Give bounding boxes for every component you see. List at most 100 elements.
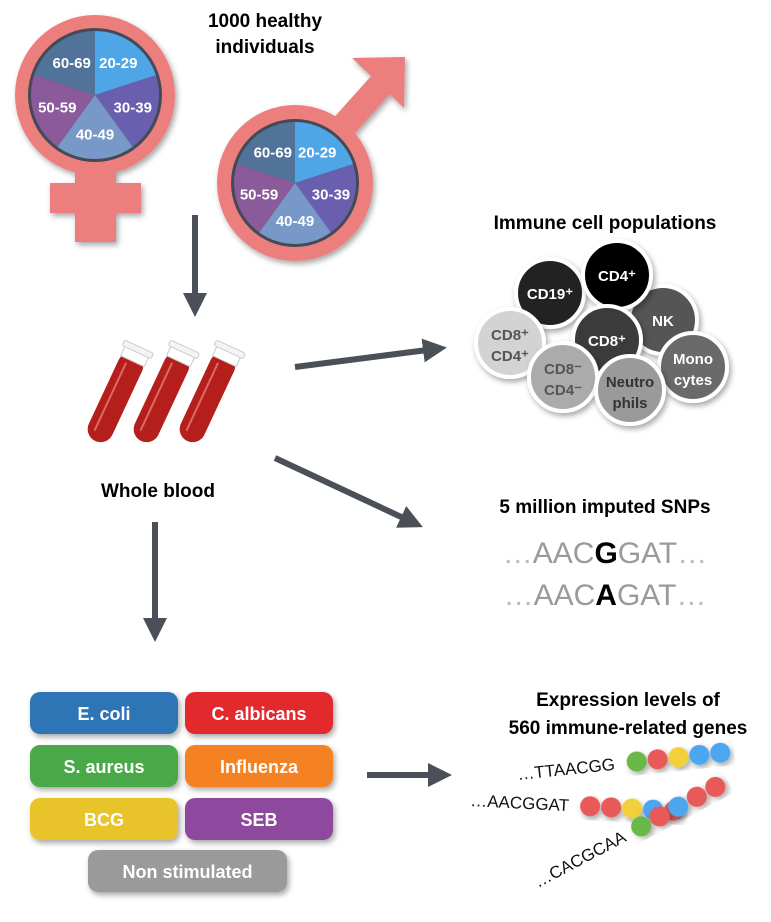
snp-left: AAC [533, 537, 595, 570]
stimulus-label: C. albicans [211, 704, 306, 724]
cell-label: Neutro [606, 374, 654, 391]
expression-dot [705, 776, 726, 797]
male-age-pie: 20-29 30-39 40-49 50-59 60-69 [231, 119, 359, 247]
tube-icon [179, 340, 246, 443]
cell-cd4: CD4⁺ [581, 239, 653, 311]
arrow-to-snps [273, 455, 423, 528]
stimulus-s-aureus: S. aureus [30, 745, 178, 787]
cell-label: CD8⁺ [588, 333, 626, 350]
stimulus-seb: SEB [185, 798, 333, 840]
snp-right: GAT [618, 537, 677, 570]
stimulus-label: S. aureus [63, 757, 144, 777]
stimulus-bcg: BCG [30, 798, 178, 840]
cell-label: Mono [673, 351, 713, 368]
expression-strand: …TTAACGG [513, 742, 748, 786]
cohort-title-line2: individuals [215, 37, 314, 58]
expression-dot [622, 798, 643, 819]
expression-dot [686, 786, 707, 807]
cell-label: CD19⁺ [527, 286, 573, 303]
pie-slice-30-39 [95, 75, 159, 147]
cell-mono: Mono cytes [657, 331, 729, 403]
age-label: 30-39 [114, 99, 152, 116]
snp-sequences: …AACGGAT……AACAGAT… [503, 537, 707, 612]
cell-label: CD4⁻ [544, 382, 582, 399]
stimulus-label: BCG [84, 810, 124, 830]
whole-blood-label: Whole blood [101, 481, 215, 502]
cell-neutro: Neutro phils [594, 354, 666, 426]
blood-tubes-icon [87, 340, 246, 443]
stimulus-label: Non stimulated [122, 862, 252, 882]
pie-slice-50-59 [234, 164, 295, 233]
snp-right: GAT [617, 579, 676, 612]
cell-label: phils [612, 395, 647, 412]
stimulus-label: E. coli [77, 704, 130, 724]
pie-slice-20-29 [295, 122, 354, 183]
expression-strands: …TTAACGG…AACGGAT…CACGCAA [464, 742, 748, 896]
cell-dn: CD8⁻ CD4⁻ [527, 341, 599, 413]
expression-dot [626, 751, 647, 772]
pie-slice-20-29 [95, 31, 156, 95]
snps-title: 5 million imputed SNPs [499, 497, 710, 518]
snp-suffix: … [676, 579, 706, 612]
cell-label: CD8⁻ [544, 361, 582, 378]
age-label: 60-69 [254, 144, 292, 161]
cell-label: CD4⁺ [491, 348, 529, 365]
stimulus-c-albicans: C. albicans [185, 692, 333, 734]
age-label: 20-29 [298, 144, 336, 161]
pie-slice-30-39 [295, 164, 356, 233]
stimulus-non-stimulated: Non stimulated [88, 850, 287, 892]
pie-slice-60-69 [236, 122, 295, 183]
cell-cd8cd4: CD8⁺ CD4⁺ [474, 307, 546, 379]
cell-label: CD8⁺ [491, 327, 529, 344]
expression-dot [647, 749, 668, 770]
snp-variant: A [595, 579, 617, 612]
age-label: 40-49 [76, 127, 114, 144]
snp-row: …AACAGAT… [504, 579, 707, 612]
age-label: 40-49 [276, 213, 314, 230]
tube-icon [87, 340, 154, 443]
age-label: 60-69 [52, 55, 90, 72]
expression-title-line2: 560 immune-related genes [509, 718, 748, 739]
expression-dot [580, 796, 601, 817]
cell-cd19: CD19⁺ [514, 257, 586, 329]
expression-dot [668, 796, 689, 817]
snp-prefix: … [503, 537, 533, 570]
pie-slice-40-49 [57, 95, 133, 159]
snp-prefix: … [504, 579, 534, 612]
pie-slice-40-49 [259, 183, 331, 244]
stimulus-label: Influenza [220, 757, 299, 777]
expression-dot [601, 797, 622, 818]
expression-strand: …CACGCAA [531, 776, 744, 896]
cell-label: NK [652, 313, 674, 330]
stimulus-e-coli: E. coli [30, 692, 178, 734]
expression-dot [689, 744, 710, 765]
age-label: 50-59 [240, 187, 278, 204]
immune-cell-cluster: NK CD19⁺ CD4⁺ CD8⁺ CD8⁺ CD4⁺ Mono cytes CD8⁻ CD4⁻… [474, 239, 729, 426]
expression-dot [710, 742, 731, 763]
arrow-to-immune-cells [294, 338, 447, 370]
stimulus-label: SEB [240, 810, 277, 830]
expression-dot [649, 806, 670, 827]
expression-title-line1: Expression levels of [536, 690, 720, 711]
pie-slice-50-59 [30, 75, 95, 147]
snp-left: AAC [534, 579, 596, 612]
stimuli-buttons: E. coli C. albicans S. aureus Influenza BCG S… [30, 692, 333, 892]
snp-variant: G [594, 537, 617, 570]
snp-row: …AACGGAT… [503, 537, 707, 570]
stimulus-influenza: Influenza [185, 745, 333, 787]
snp-suffix: … [677, 537, 707, 570]
tube-icon [133, 340, 200, 443]
cohort-title-line1: 1000 healthy [208, 11, 322, 32]
expression-dot [631, 816, 652, 837]
immune-title: Immune cell populations [494, 213, 717, 234]
age-label: 50-59 [38, 99, 76, 116]
cell-label: CD4⁺ [598, 268, 636, 285]
age-label: 30-39 [312, 187, 350, 204]
pie-slice-60-69 [34, 31, 95, 95]
strand-sequence: …CACGCAA [531, 827, 630, 892]
age-label: 20-29 [99, 55, 137, 72]
cell-label: cytes [674, 372, 712, 389]
expression-dot [668, 747, 689, 768]
